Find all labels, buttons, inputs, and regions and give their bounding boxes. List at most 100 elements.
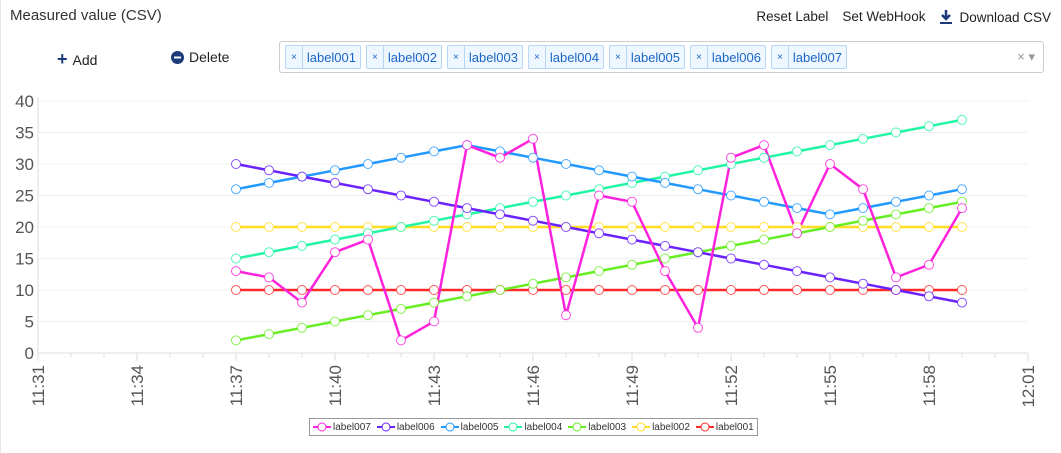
reset-label-button[interactable]: Reset Label [756,9,829,24]
legend-item[interactable]: label001 [695,422,754,433]
data-point-label005 [396,152,406,163]
data-point-label005 [363,159,373,169]
legend-marker-icon [504,422,523,432]
x-tick-label: 11:43 [425,365,444,406]
data-point-label006 [528,215,538,226]
tag-label: label005 [630,49,680,65]
data-point-label007 [561,310,571,321]
plus-icon: + [57,49,68,69]
data-point-label003 [231,335,241,346]
data-point-label005 [429,146,439,157]
data-point-label005 [825,209,835,220]
data-point-label001 [231,285,241,295]
tag-label: label004 [549,49,599,65]
data-point-label006 [792,266,802,277]
remove-tag-icon[interactable]: × [286,46,303,68]
data-point-label003 [924,203,934,214]
x-tick-label: 11:31 [29,365,48,406]
data-point-label003 [858,215,868,226]
tag-label: label006 [711,49,761,65]
data-point-label006 [330,177,340,188]
remove-tag-icon[interactable]: × [448,46,465,68]
label-tag: × label003 [447,45,523,69]
download-csv-label: Download CSV [959,9,1051,25]
data-point-label002 [297,222,307,232]
remove-tag-icon[interactable]: × [691,46,708,68]
data-point-label007 [264,272,274,283]
data-point-label005 [957,184,967,195]
legend-marker-icon [632,422,651,432]
data-point-label005 [627,171,637,182]
series-line-label005 [235,143,963,216]
data-point-label007 [858,184,868,195]
data-point-label006 [429,196,439,207]
data-point-label006 [363,184,373,195]
legend-label: label002 [652,421,690,433]
data-point-label003 [297,322,307,333]
data-point-label006 [759,259,769,270]
data-point-label004 [924,121,934,132]
legend-label: label003 [588,421,627,433]
data-point-label001 [297,285,307,295]
data-point-label005 [858,203,868,214]
remove-tag-icon[interactable]: × [610,46,627,68]
data-point-label007 [363,234,373,245]
data-point-label001 [561,285,571,295]
x-tick-label: 11:46 [524,365,543,406]
delete-button[interactable]: Delete [171,49,229,65]
legend-label: label006 [396,421,435,433]
data-point-label003 [726,240,736,251]
legend-item[interactable]: label006 [376,421,435,433]
legend-item[interactable]: label003 [568,422,626,433]
clear-and-dropdown-icon[interactable]: × ▾ [1017,49,1035,64]
legend-label: label004 [524,421,563,433]
data-point-label001 [726,285,736,295]
data-point-label003 [759,234,769,245]
data-point-label005 [231,184,241,195]
data-point-label001 [594,285,604,295]
remove-tag-icon[interactable]: × [529,46,546,68]
data-point-label007 [396,335,406,346]
data-point-label006 [891,285,901,295]
x-tick-label: 11:37 [227,365,246,406]
data-point-label004 [693,165,703,176]
label-tag: × label004 [528,45,604,69]
x-tick-label: 11:49 [623,365,642,406]
data-point-label007 [759,140,769,151]
data-point-label004 [396,222,406,232]
data-point-label007 [330,247,340,258]
legend-item[interactable]: label005 [440,422,498,433]
data-point-label001 [396,285,406,295]
data-point-label005 [891,196,901,207]
legend-item[interactable]: label004 [504,422,562,433]
data-point-label006 [858,278,868,289]
y-tick-label: 15 [15,250,34,269]
x-tick-label: 12:01 [1019,365,1038,408]
data-point-label007 [660,266,670,277]
data-point-label004 [264,247,274,258]
data-point-label005 [561,159,571,169]
data-point-label003 [891,209,901,220]
data-point-label001 [660,285,670,295]
label-multiselect[interactable]: × label001 × label002 × label003 × label004 × lab… [279,41,1044,73]
remove-tag-icon[interactable]: × [367,46,384,68]
download-csv-button[interactable]: Download CSV [939,9,1051,25]
data-point-label003 [363,310,373,321]
legend-item[interactable]: label002 [632,422,690,433]
legend-marker-icon [695,422,714,432]
data-point-label001 [792,285,802,295]
data-point-label001 [957,285,967,295]
data-point-label007 [792,228,802,239]
data-point-label003 [429,297,439,308]
set-webhook-button[interactable]: Set WebHook [842,9,926,24]
data-point-label006 [726,253,736,264]
data-point-label003 [825,222,835,232]
download-icon [940,10,953,24]
data-point-label006 [627,234,637,245]
data-point-label007 [627,196,637,207]
y-tick-label: 25 [15,187,34,206]
legend-item[interactable]: label007 [313,422,371,433]
add-button[interactable]: + Add [57,49,97,70]
remove-tag-icon[interactable]: × [772,46,789,68]
tag-label: label002 [387,49,437,65]
